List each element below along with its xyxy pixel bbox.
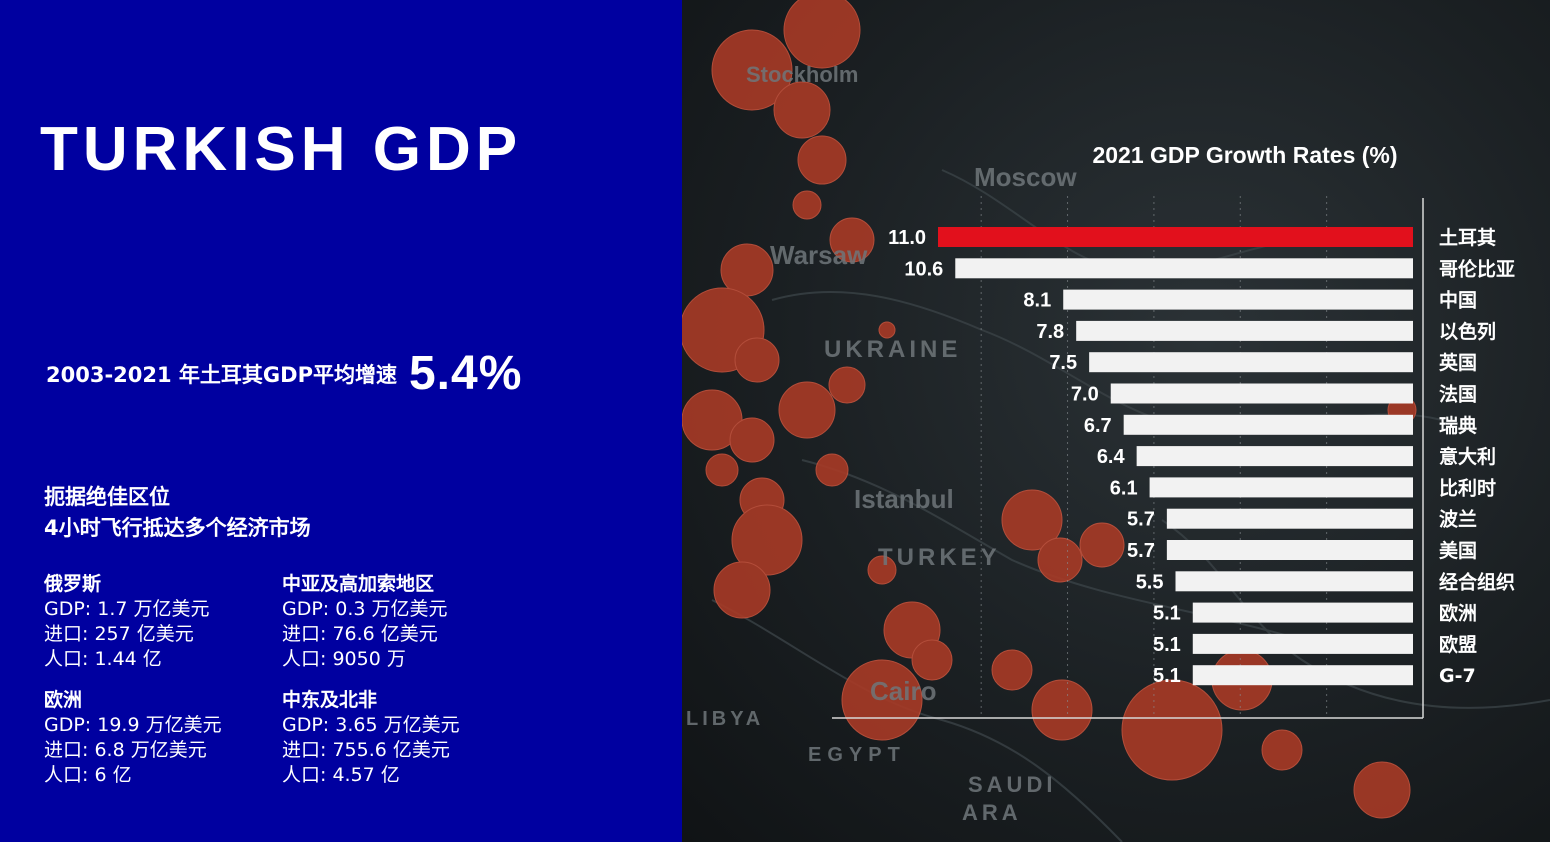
location-line: 4小时飞行抵达多个经济市场 [44,516,311,540]
bar-value-label: 5.1 [1153,665,1181,687]
market-name: 俄罗斯 [44,573,102,595]
category-label: 哥伦比亚 [1439,257,1515,280]
map-label-egypt: EGYPT [808,744,906,766]
bar [1136,446,1413,467]
bar [1192,633,1413,654]
bar [1192,602,1413,623]
market-central-asia: 中亚及高加索地区 GDP: 0.3 万亿美元 进口: 76.6 亿美元 人口: … [282,572,512,672]
average-growth: 2003-2021 年土耳其GDP平均增速 5.4% [46,346,522,401]
category-label: 以色列 [1439,320,1496,343]
average-growth-value: 5.4% [408,347,523,400]
bar-value-label: 8.1 [1023,290,1051,312]
map-label-moscow: Moscow [974,162,1077,192]
bar-value-label: 7.5 [1049,352,1077,374]
map-label-libya: LIBYA [686,708,765,730]
market-imports: 进口: 755.6 亿美元 [282,739,450,761]
category-label: 土耳其 [1439,227,1496,249]
market-russia: 俄罗斯 GDP: 1.7 万亿美元 进口: 257 亿美元 人口: 1.44 亿 [44,572,274,672]
map-label-warsaw: Warsaw [770,240,868,270]
category-label: 欧盟 [1439,633,1477,656]
page-title: TURKISH GDP [40,115,523,184]
map-label-stockholm: Stockholm [746,62,859,87]
bar-value-label: 7.8 [1036,321,1064,343]
market-name: 欧洲 [44,689,83,711]
bar-value-label: 5.7 [1127,540,1155,562]
bar [1175,571,1413,592]
market-gdp: GDP: 3.65 万亿美元 [282,714,460,736]
category-label: G-7 [1439,665,1476,687]
market-gdp: GDP: 19.9 万亿美元 [44,714,222,736]
category-label: 中国 [1439,289,1477,312]
left-panel: TURKISH GDP 2003-2021 年土耳其GDP平均增速 5.4% 扼… [0,0,682,842]
map-label-saudi: SAUDI [968,772,1057,797]
map-label-turkey: TURKEY [878,544,1001,571]
market-gdp: GDP: 1.7 万亿美元 [44,598,210,620]
category-label: 比利时 [1439,477,1496,499]
bar [938,227,1413,247]
average-growth-label: 2003-2021 年土耳其GDP平均增速 [46,362,397,387]
category-label: 瑞典 [1439,414,1477,437]
bar [955,258,1413,279]
bar-value-label: 6.4 [1097,446,1126,468]
market-name: 中亚及高加索地区 [282,573,435,595]
bar [1166,540,1413,560]
market-population: 人口: 9050 万 [282,648,406,670]
category-label: 经合组织 [1439,570,1515,593]
bar-value-label: 7.0 [1071,384,1099,406]
market-population: 人口: 1.44 亿 [44,648,162,670]
market-mena: 中东及北非 GDP: 3.65 万亿美元 进口: 755.6 亿美元 人口: 4… [282,688,512,788]
map-label-ukraine: UKRAINE [824,336,962,363]
location-heading: 扼据绝佳区位 4小时飞行抵达多个经济市场 [44,482,311,544]
bar-value-label: 10.6 [904,258,943,280]
market-europe: 欧洲 GDP: 19.9 万亿美元 进口: 6.8 万亿美元 人口: 6 亿 [44,688,274,788]
bar [1076,320,1413,341]
category-label: 波兰 [1439,508,1477,531]
category-label: 法国 [1439,383,1477,406]
bar [1149,477,1413,498]
category-label: 美国 [1439,539,1477,562]
market-population: 人口: 6 亿 [44,764,132,786]
market-imports: 进口: 257 亿美元 [44,623,194,645]
market-gdp: GDP: 0.3 万亿美元 [282,598,448,620]
market-imports: 进口: 76.6 亿美元 [282,623,438,645]
category-label: 欧洲 [1439,602,1477,625]
map-background: Stockholm Moscow Warsaw UKRAINE Istanbul… [682,0,1550,842]
bar [1123,414,1413,435]
map-label-arabia: ARA [962,800,1022,825]
market-imports: 进口: 6.8 万亿美元 [44,739,207,761]
bar [1089,352,1413,373]
bar-value-label: 5.5 [1136,571,1164,593]
bar-value-label: 5.1 [1153,634,1181,656]
bar-value-label: 5.1 [1153,603,1181,625]
chart-title: 2021 GDP Growth Rates (%) [1092,142,1398,168]
map-label-cairo: Cairo [870,676,937,706]
bar-value-label: 11.0 [888,227,926,249]
market-name: 中东及北非 [282,689,378,711]
category-label: 英国 [1439,351,1477,374]
bar [1063,289,1413,310]
market-population: 人口: 4.57 亿 [282,764,400,786]
bar [1166,508,1413,529]
bar-value-label: 5.7 [1127,509,1155,531]
bar [1110,383,1413,404]
location-line: 扼据绝佳区位 [44,485,170,509]
category-label: 意大利 [1439,445,1496,468]
map-label-istanbul: Istanbul [854,484,954,514]
bar [1192,665,1413,686]
bar-value-label: 6.7 [1084,415,1112,437]
bar-value-label: 6.1 [1110,477,1138,499]
